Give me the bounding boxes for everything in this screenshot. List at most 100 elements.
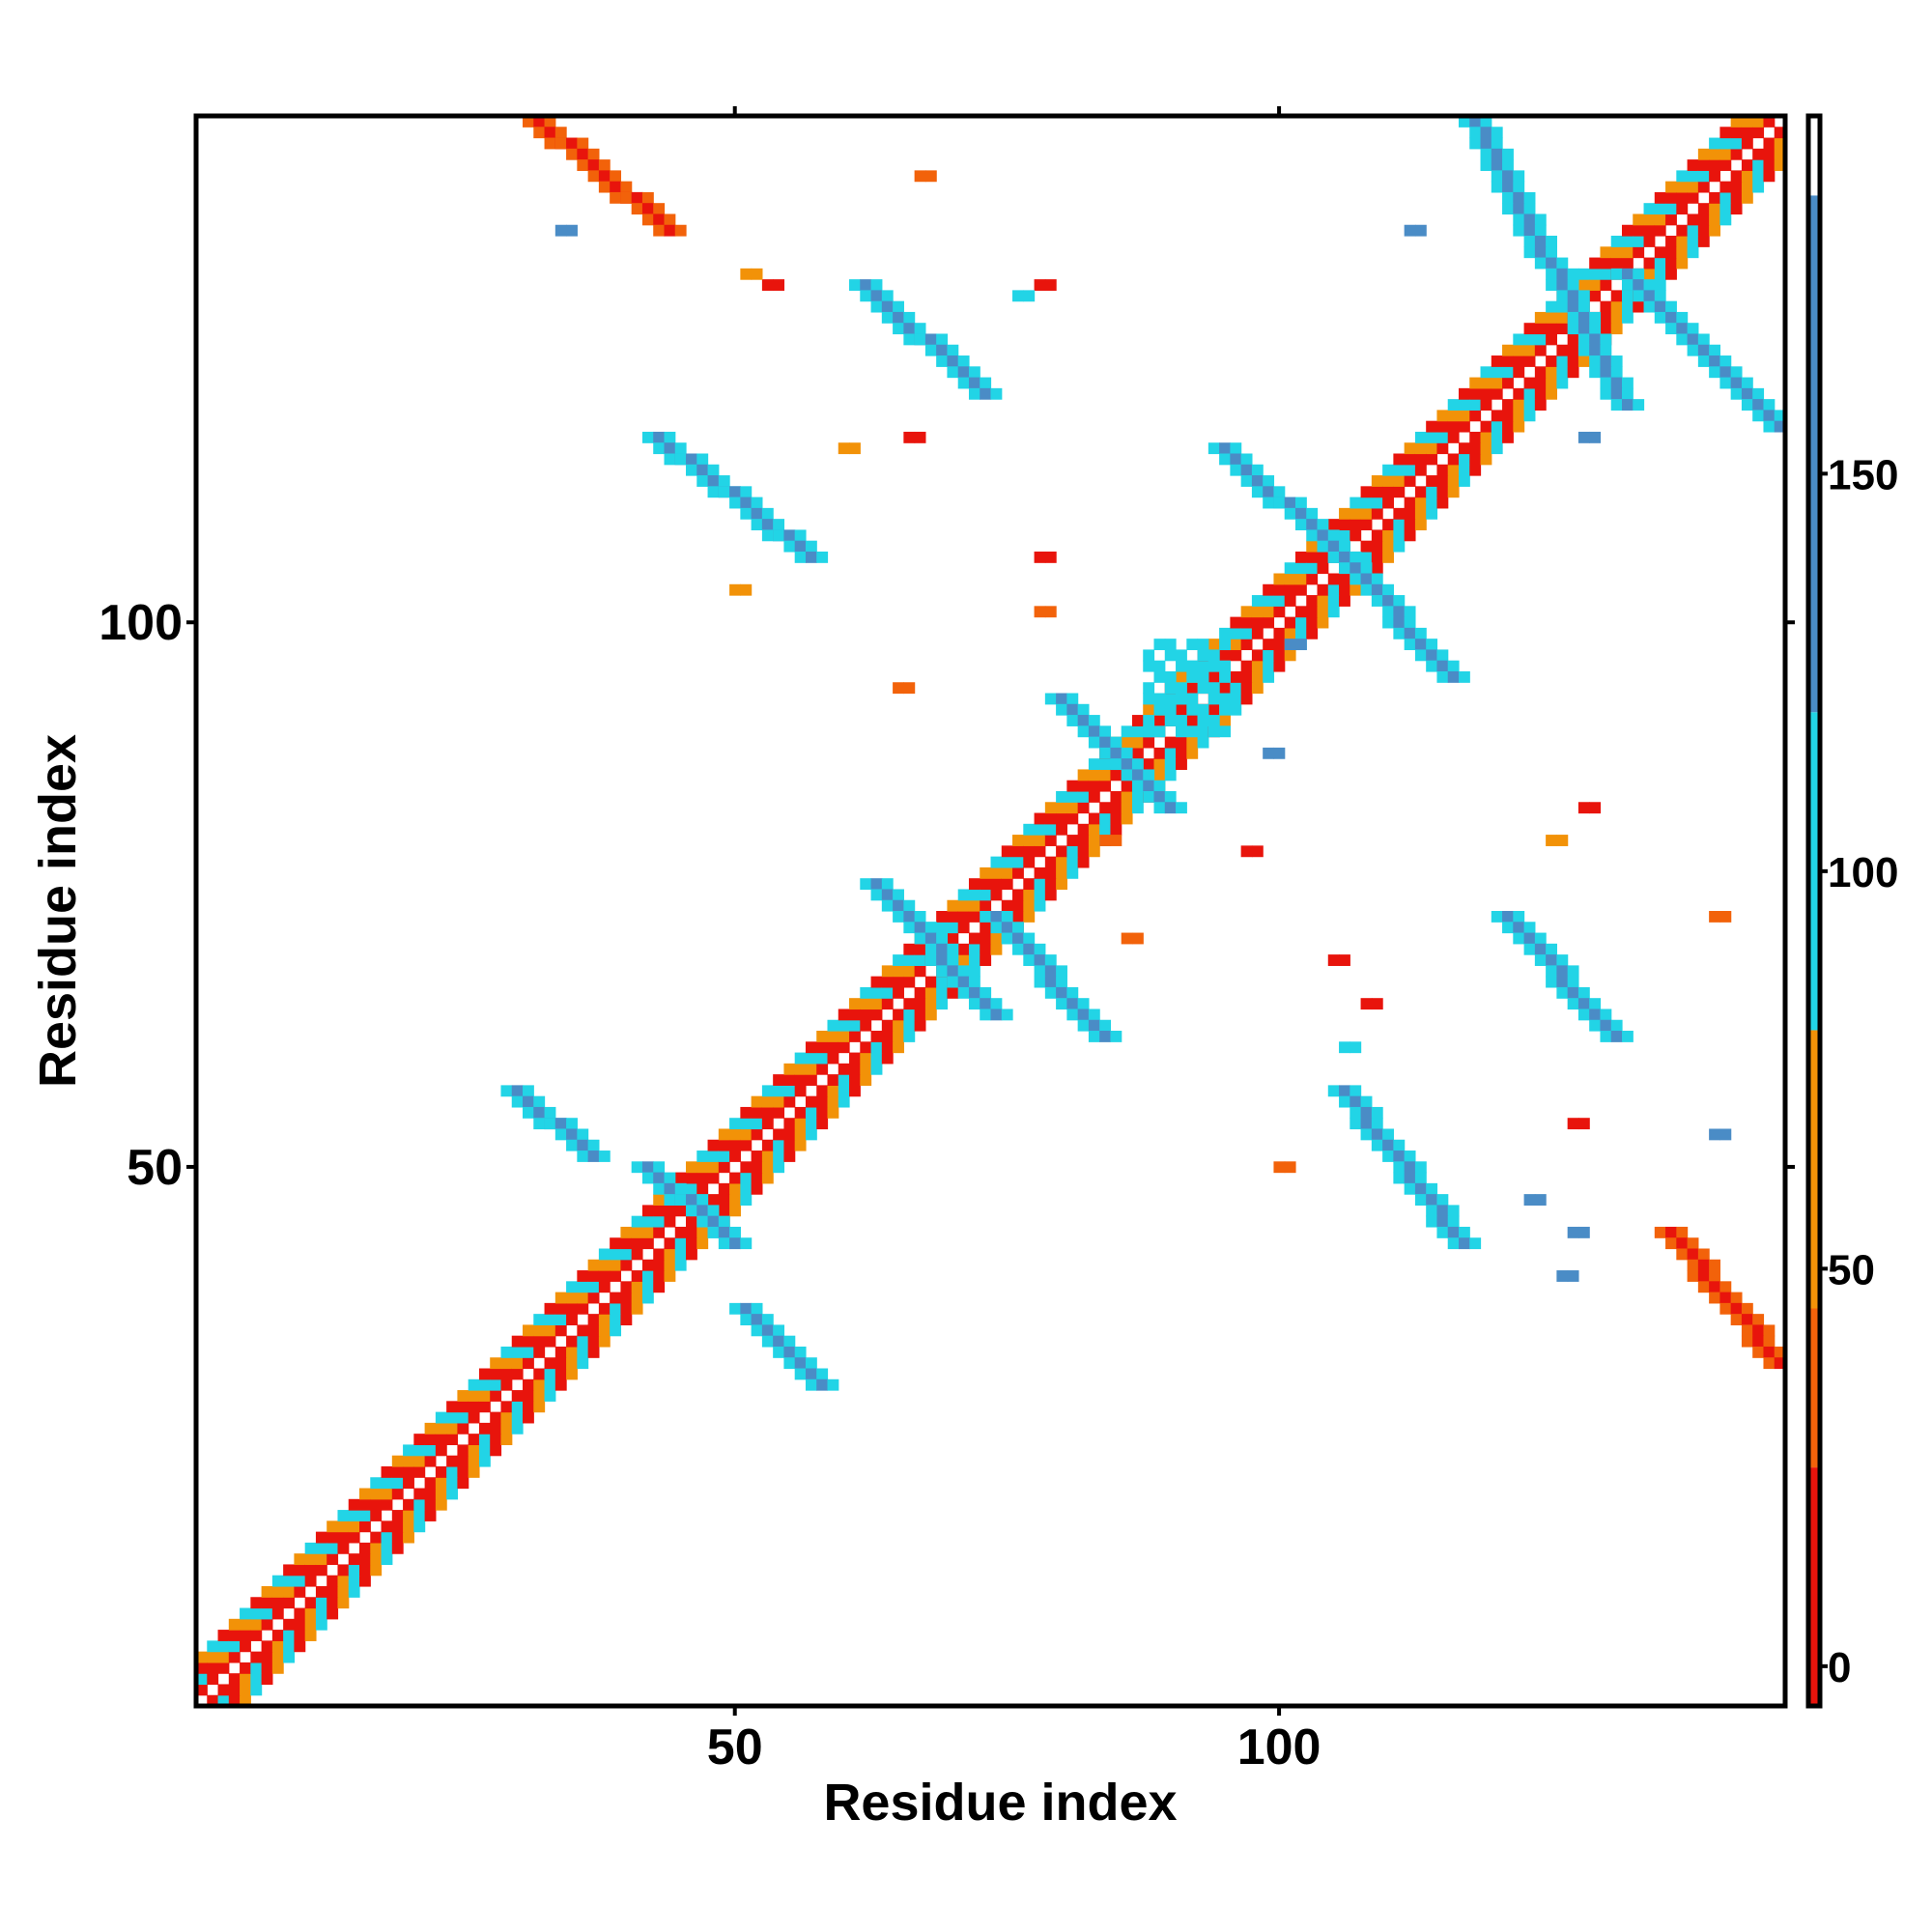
heatmap-cell (1230, 627, 1242, 639)
heatmap-cell (1436, 475, 1449, 487)
heatmap-cell (620, 1314, 633, 1326)
heatmap-cell (860, 986, 872, 999)
heatmap-cell (1774, 410, 1786, 422)
heatmap-cell (707, 1139, 720, 1151)
heatmap-cell (1491, 127, 1503, 139)
heatmap-cell (980, 932, 992, 945)
heatmap-cell (881, 311, 894, 324)
heatmap-cell (304, 1542, 317, 1554)
heatmap-cell (805, 551, 817, 563)
heatmap-cell (707, 1194, 720, 1206)
heatmap-cell (1263, 670, 1275, 683)
heatmap-cell (1186, 715, 1199, 726)
heatmap-cell (577, 1292, 589, 1304)
heatmap-cell (1294, 562, 1307, 575)
heatmap-cell (990, 387, 1003, 400)
heatmap-cell (1044, 965, 1057, 978)
heatmap-cell (936, 998, 949, 1010)
heatmap-cell (1513, 213, 1525, 226)
heatmap-cell (980, 899, 992, 912)
heatmap-cell (870, 290, 883, 302)
heatmap-cell (1577, 268, 1590, 280)
heatmap-cell (250, 1607, 263, 1620)
heatmap-cell (664, 1194, 676, 1206)
heatmap-cell (217, 1662, 230, 1674)
heatmap-cell (870, 878, 883, 891)
heatmap-cell (1426, 420, 1438, 433)
heatmap-cell (1001, 856, 1013, 868)
heatmap-cell (664, 1205, 676, 1217)
heatmap-cell (1153, 758, 1166, 771)
heatmap-cell (217, 1651, 230, 1663)
heatmap-cell (1567, 976, 1579, 988)
heatmap-cell (1208, 682, 1220, 695)
heatmap-cell (1665, 268, 1677, 280)
heatmap-cell (761, 1151, 774, 1162)
heatmap-cell (1741, 137, 1753, 150)
heatmap-cell (1099, 736, 1112, 749)
heatmap-cell (1654, 268, 1666, 280)
heatmap-cell (1621, 377, 1634, 389)
heatmap-cell (348, 1520, 360, 1533)
heatmap-cell (240, 1684, 251, 1696)
x-axis-title: Residue index (823, 1774, 1177, 1832)
heatmap-cell (554, 1128, 567, 1141)
heatmap-cell (1404, 475, 1416, 487)
heatmap-cell (1534, 943, 1547, 955)
heatmap-cell (1665, 191, 1677, 204)
heatmap-cell (1621, 387, 1634, 400)
heatmap-cell (870, 1041, 883, 1054)
y-axis-title: Residue index (29, 734, 87, 1088)
heatmap-cell (370, 1564, 383, 1577)
heatmap-cell (1197, 639, 1209, 651)
heatmap-cell (1164, 769, 1177, 781)
heatmap-cell (924, 170, 937, 183)
heatmap-cell (1589, 1019, 1602, 1032)
heatmap-cell (990, 911, 1003, 923)
heatmap-cell (1654, 213, 1666, 226)
heatmap-cell (773, 1128, 785, 1141)
heatmap-cell (729, 1302, 741, 1315)
heatmap-cell (1567, 323, 1579, 335)
heatmap-cell (1697, 170, 1710, 183)
heatmap-cell (914, 1019, 926, 1032)
heatmap-cell (1436, 1205, 1449, 1217)
heatmap-cell (631, 1248, 643, 1261)
heatmap-cell (1327, 606, 1340, 618)
heatmap-cell (337, 1520, 350, 1533)
heatmap-cell (391, 1455, 404, 1467)
heatmap-cell (381, 1465, 393, 1478)
heatmap-cell (1034, 835, 1046, 846)
heatmap-cell (1469, 137, 1482, 150)
heatmap-cell (1687, 159, 1699, 171)
heatmap-cell (838, 1063, 850, 1075)
heatmap-cell (413, 1455, 426, 1467)
heatmap-cell (1709, 1128, 1720, 1141)
heatmap-cell (1676, 246, 1689, 259)
heatmap-cell (1546, 246, 1557, 259)
heatmap-cell (1077, 769, 1090, 781)
heatmap-cell (468, 1401, 480, 1413)
heatmap-cell (554, 137, 567, 150)
heatmap-cell (283, 1585, 296, 1598)
heatmap-cell (1044, 889, 1057, 901)
heatmap-cell (424, 1477, 437, 1490)
heatmap-cell (217, 1640, 230, 1653)
heatmap-cell (773, 1095, 785, 1108)
heatmap-cell (1534, 323, 1547, 335)
heatmap-cell (686, 1182, 697, 1195)
heatmap-cell (1088, 823, 1100, 836)
heatmap-cell (1360, 486, 1373, 498)
heatmap-cell (1523, 932, 1536, 945)
heatmap-cell (1056, 802, 1067, 814)
heatmap-cell (957, 355, 970, 367)
heatmap-cell (250, 1630, 263, 1641)
heatmap-cell (1121, 812, 1133, 825)
heatmap-cell (1371, 497, 1383, 509)
heatmap-cell (947, 922, 959, 934)
heatmap-cell (1709, 137, 1720, 150)
heatmap-cell (1426, 431, 1438, 443)
heatmap-cell (587, 1324, 600, 1337)
heatmap-cell (1414, 1194, 1427, 1206)
heatmap-cell (761, 1106, 774, 1119)
